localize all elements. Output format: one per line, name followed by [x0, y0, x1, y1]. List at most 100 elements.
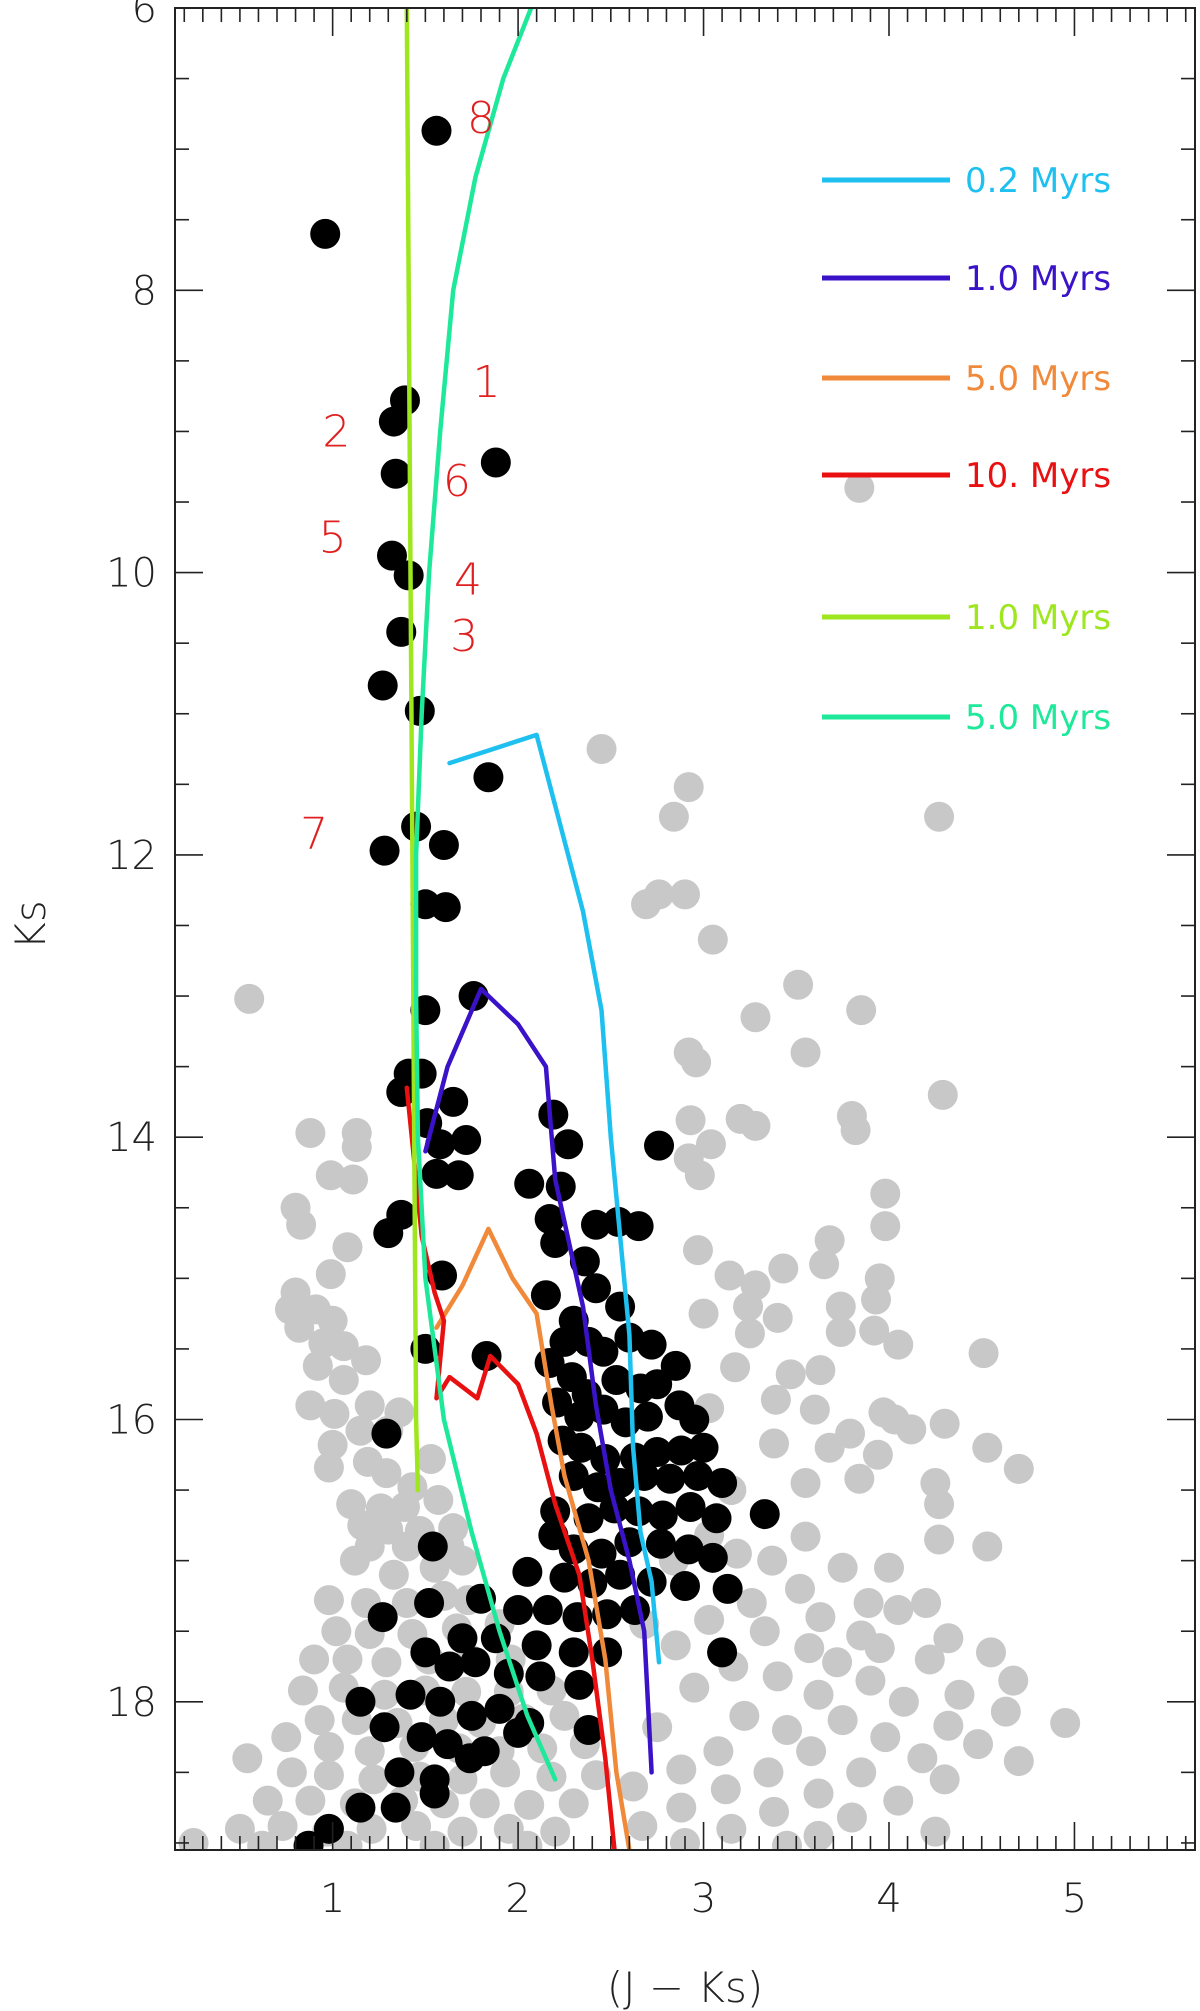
isochrone-line-3 — [404, 1085, 617, 1850]
field-star-point — [304, 1705, 335, 1736]
member-star-point — [421, 1158, 452, 1189]
field-star-point — [451, 1676, 482, 1707]
field-star-point — [247, 1830, 278, 1850]
member-star-point — [447, 1623, 478, 1654]
field-star-point — [822, 1647, 853, 1678]
field-star-point — [805, 1602, 836, 1633]
field-star-point — [772, 1715, 802, 1746]
isochrone-line-2 — [434, 1226, 632, 1850]
member-star-point — [369, 835, 400, 866]
field-star-point — [720, 1352, 751, 1383]
field-star-point — [759, 1796, 790, 1827]
member-star-point — [425, 1129, 456, 1160]
y-tick-label: 10 — [106, 551, 157, 597]
field-star-point — [736, 1587, 767, 1618]
member-star-point — [749, 1499, 780, 1530]
star-label: 4 — [454, 555, 482, 606]
field-star-point — [768, 1253, 799, 1284]
member-star-point — [675, 1492, 706, 1523]
member-star-point — [586, 1538, 617, 1569]
y-tick-label: 12 — [106, 833, 157, 879]
field-star-point — [809, 1249, 840, 1280]
field-star-point — [814, 1225, 845, 1256]
member-star-point — [532, 1595, 563, 1626]
member-star-point — [367, 670, 398, 701]
field-star-point — [371, 1458, 402, 1489]
member-star-point — [580, 1209, 611, 1240]
star-label: 7 — [300, 809, 328, 860]
member-star-point — [313, 1813, 344, 1844]
y-tick-label: 8 — [132, 268, 157, 314]
field-star-point — [794, 1633, 825, 1664]
member-star-point — [569, 1246, 600, 1277]
field-star-point — [710, 1774, 741, 1805]
legend-label: 0.2 Myrs — [965, 161, 1111, 201]
field-star-point — [836, 1802, 867, 1833]
field-star-point — [733, 1291, 764, 1322]
field-star-point — [232, 1743, 263, 1774]
field-star-point — [825, 1316, 856, 1347]
field-star-point — [234, 983, 265, 1014]
x-axis-title: (J − Ks) — [607, 1963, 763, 2011]
field-star-point — [391, 1531, 422, 1562]
field-star-point — [354, 1736, 385, 1767]
member-star-point — [293, 1830, 324, 1850]
field-star-point — [972, 1531, 1003, 1562]
field-star-point — [963, 1729, 994, 1760]
field-star-point — [814, 1432, 845, 1463]
member-star-point — [632, 1401, 663, 1432]
field-star-point — [716, 1813, 747, 1844]
field-star-point — [341, 1132, 372, 1163]
y-tick-label: 18 — [106, 1680, 157, 1726]
member-star-point — [525, 1661, 556, 1692]
field-star-point — [284, 1312, 315, 1343]
field-star-point — [914, 1644, 945, 1675]
field-star-point — [862, 1439, 893, 1470]
field-star-point — [313, 1731, 344, 1762]
member-star-point — [454, 1743, 485, 1774]
member-star-point — [534, 1204, 565, 1235]
y-tick-label: 16 — [106, 1397, 157, 1443]
field-star-point — [803, 1820, 834, 1850]
field-star-point — [740, 1002, 771, 1033]
field-star-point — [846, 1757, 877, 1788]
member-star-point — [480, 447, 511, 478]
member-star-point — [707, 1468, 738, 1499]
field-star-point — [870, 1211, 901, 1242]
x-tick-label: 3 — [691, 1876, 716, 1922]
field-star-point — [929, 1408, 960, 1439]
field-star-point — [883, 1595, 914, 1626]
field-star-point — [933, 1623, 964, 1654]
field-star-point — [371, 1647, 402, 1678]
field-star-point — [721, 1538, 752, 1569]
member-star-point — [642, 1369, 673, 1400]
member-star-point — [395, 1679, 426, 1710]
star-label: 3 — [450, 611, 478, 662]
star-label: 1 — [473, 357, 501, 408]
field-star-point — [317, 1305, 348, 1336]
member-star-point — [601, 1364, 632, 1395]
member-star-point — [345, 1792, 376, 1823]
field-star-point — [929, 1764, 960, 1795]
field-star-point — [697, 924, 728, 955]
field-star-point — [252, 1785, 283, 1816]
member-star-point — [642, 1436, 673, 1467]
member-star-point — [549, 1326, 580, 1357]
member-star-point — [384, 1757, 415, 1788]
field-star-point — [883, 1785, 914, 1816]
field-star-point — [536, 1761, 567, 1792]
field-star-point — [968, 1338, 999, 1369]
member-star-point — [456, 1700, 487, 1731]
field-star-point — [670, 879, 700, 910]
field-star-point — [271, 1722, 302, 1753]
field-star-point — [972, 1432, 1003, 1463]
member-star-point — [582, 1472, 613, 1503]
field-star-point — [762, 1661, 793, 1692]
field-star-point — [317, 1429, 348, 1460]
field-star-point — [514, 1789, 545, 1820]
field-star-point — [178, 1827, 209, 1850]
field-star-point — [896, 1414, 927, 1445]
field-star-point — [660, 1630, 691, 1661]
field-star-point — [369, 1679, 400, 1710]
field-star-point — [911, 1587, 942, 1618]
